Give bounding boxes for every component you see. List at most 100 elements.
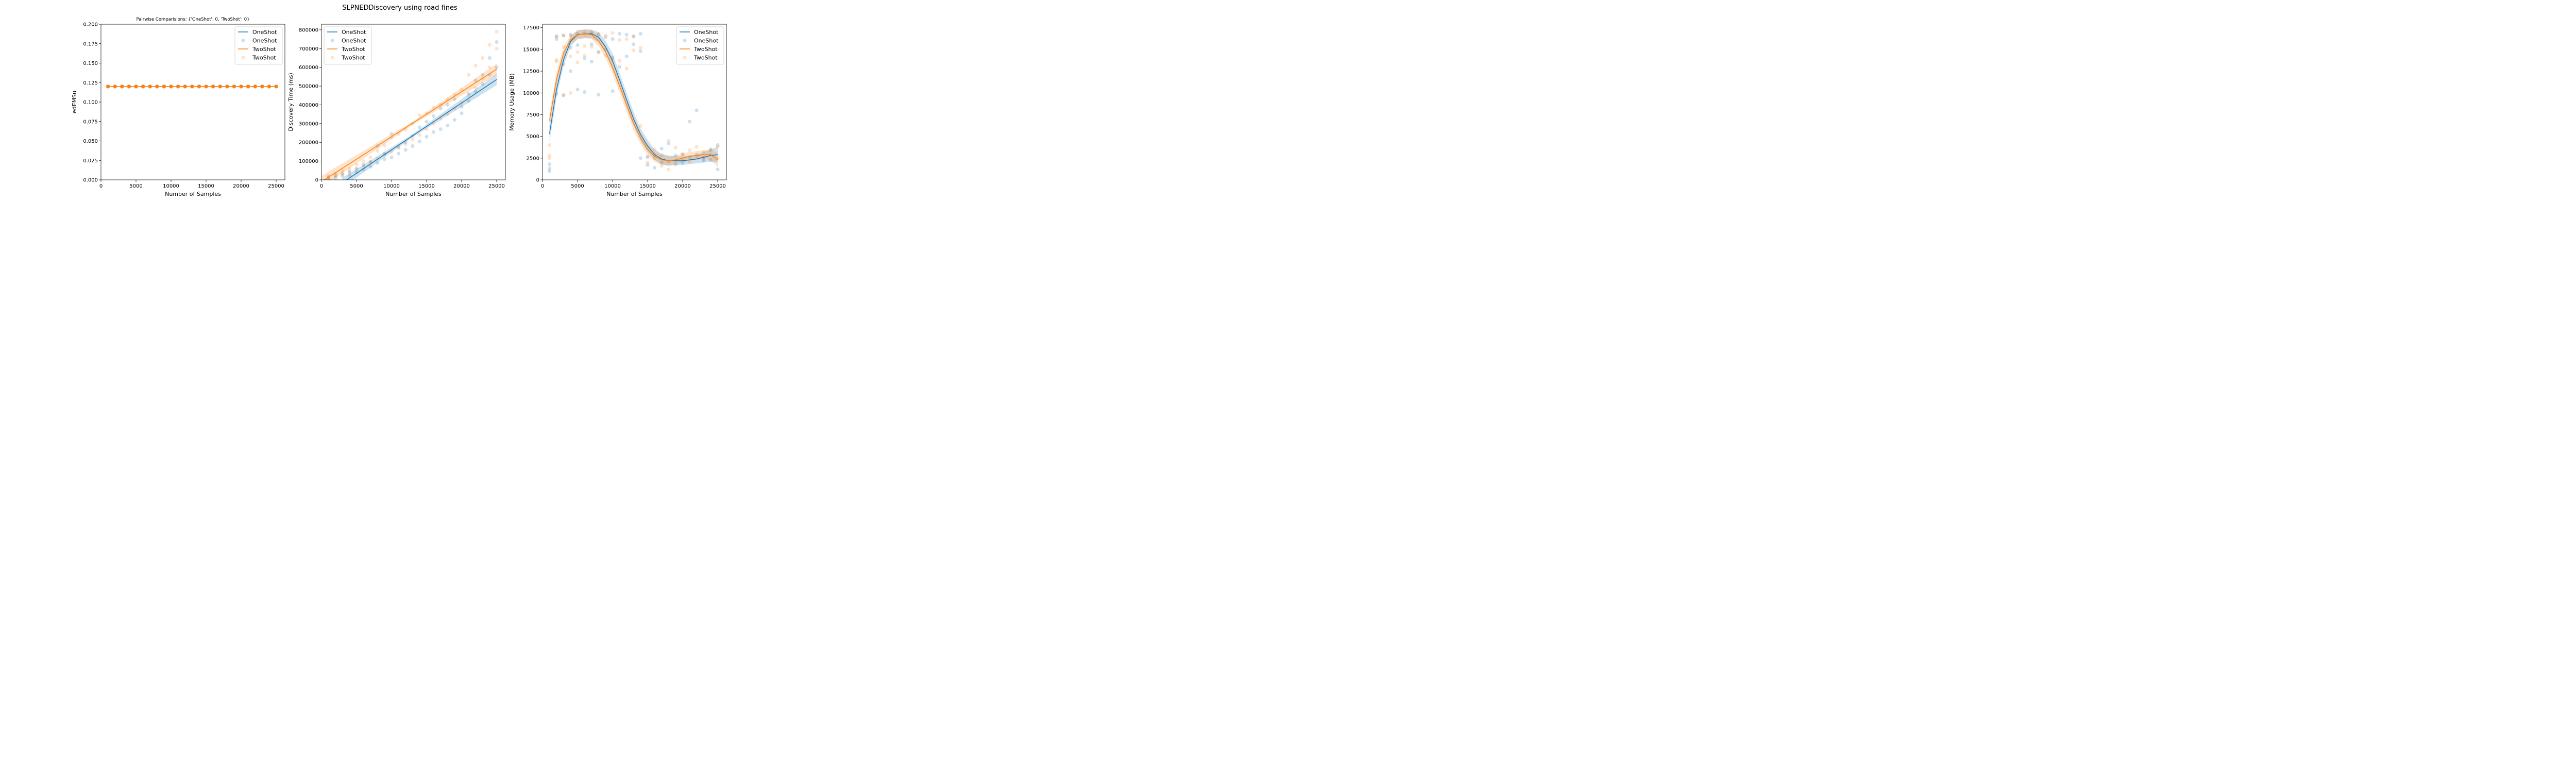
y-tick-label: 7500 [527,112,539,118]
x-tick-label: 25000 [268,183,284,189]
scatter-point-OneShot [548,169,552,173]
scatter-point-TwoShot [667,167,671,172]
scatter-point-OneShot [589,42,594,46]
x-tick-label: 5000 [571,183,584,189]
scatter-point-TwoShot [568,33,572,38]
scatter-point-OneShot [575,43,580,47]
scatter-point-OneShot [589,59,594,64]
x-axis-label: Number of Samples [385,191,442,197]
scatter-point-TwoShot [548,143,552,147]
scatter-point-OneShot [438,107,443,111]
scatter-point-OneShot [446,103,450,107]
scatter-point-TwoShot [659,164,664,168]
y-tick-label: 500000 [299,84,318,90]
scatter-point-OneShot [467,92,471,96]
scatter-point-TwoShot [362,164,366,168]
scatter-point-TwoShot [382,143,387,147]
scatter-point-OneShot [389,132,394,136]
scatter-point-OneShot [495,65,499,70]
scatter-point-TwoShot [389,136,394,140]
scatter-point-TwoShot [467,73,471,77]
y-tick-label: 15000 [523,47,539,53]
plot-area [106,85,278,89]
data-point-TwoShot [113,85,117,89]
scatter-point-OneShot [487,56,492,60]
scatter-point-OneShot [611,37,615,41]
scatter-point-TwoShot [354,167,359,172]
scatter-point-OneShot [548,162,552,166]
data-point-TwoShot [120,85,124,89]
data-point-TwoShot [232,85,236,89]
scatter-point-TwoShot [597,50,601,54]
scatter-point-OneShot [611,89,615,93]
scatter-point-TwoShot [548,156,552,160]
scatter-point-OneShot [467,99,471,103]
x-tick-label: 5000 [129,183,142,189]
scatter-point-TwoShot [716,145,720,149]
scatter-point-TwoShot [425,127,429,131]
scatter-point-TwoShot [688,159,692,164]
legend-marker-OneShot [683,38,687,43]
y-tick-label: 600000 [299,65,318,71]
scatter-point-TwoShot [554,35,558,39]
scatter-point-OneShot [618,65,622,69]
figure: SLPNEDDiscovery using road fines 0 5000 10… [0,0,800,200]
y-tick-label: 2500 [527,156,539,161]
scatter-point-OneShot [432,130,436,134]
x-tick-label: 0 [320,183,323,189]
data-point-TwoShot [148,85,152,89]
plot-area [548,29,720,173]
scatter-point-TwoShot [341,169,345,173]
legend-label: TwoShot [341,55,365,61]
data-point-TwoShot [204,85,208,89]
x-tick-label: 10000 [604,183,621,189]
y-tick-label: 17500 [523,25,539,31]
data-point-TwoShot [260,85,264,89]
scatter-point-OneShot [562,93,566,97]
scatter-point-OneShot [659,160,664,164]
scatter-point-OneShot [354,170,359,175]
scatter-point-TwoShot [618,59,622,63]
scatter-point-TwoShot [624,37,629,41]
scatter-point-OneShot [624,32,629,37]
scatter-point-TwoShot [694,145,699,149]
scatter-point-OneShot [568,32,572,37]
data-point-TwoShot [169,85,173,89]
y-tick-label: 400000 [299,103,318,108]
scatter-point-TwoShot [575,50,580,54]
legend: OneShot OneShot TwoShot TwoShot [234,26,283,65]
legend-marker-OneShot [241,38,245,43]
scatter-point-OneShot [597,50,601,54]
scatter-point-OneShot [618,31,622,36]
data-point-TwoShot [246,85,250,89]
scatter-point-TwoShot [568,91,572,95]
scatter-point-TwoShot [624,66,629,71]
scatter-point-TwoShot [702,150,706,154]
scatter-point-OneShot [376,161,380,165]
scatter-point-OneShot [411,144,415,148]
scatter-point-OneShot [632,35,636,39]
legend-label: TwoShot [693,46,718,53]
data-point-TwoShot [106,85,110,89]
scatter-point-OneShot [575,87,580,92]
y-tick-label: 0.050 [83,139,98,144]
scatter-point-OneShot [659,146,664,150]
scatter-point-OneShot [568,69,572,73]
scatter-point-OneShot [446,123,450,128]
x-tick-label: 5000 [350,183,363,189]
fit-line-TwoShot [549,33,718,161]
scatter-point-OneShot [624,54,629,59]
scatter-point-TwoShot [347,170,352,175]
y-tick-label: 0 [536,178,539,183]
scatter-point-TwoShot [473,63,478,68]
scatter-point-OneShot [362,167,366,172]
scatter-point-TwoShot [487,65,492,70]
legend-label: TwoShot [693,55,718,61]
data-point-TwoShot [197,85,201,89]
scatter-point-OneShot [673,162,677,166]
axes-frame [321,24,506,180]
legend-label: OneShot [342,29,366,36]
y-tick-label: 200000 [299,140,318,146]
scatter-point-TwoShot [632,48,636,53]
scatter-point-OneShot [638,156,642,160]
